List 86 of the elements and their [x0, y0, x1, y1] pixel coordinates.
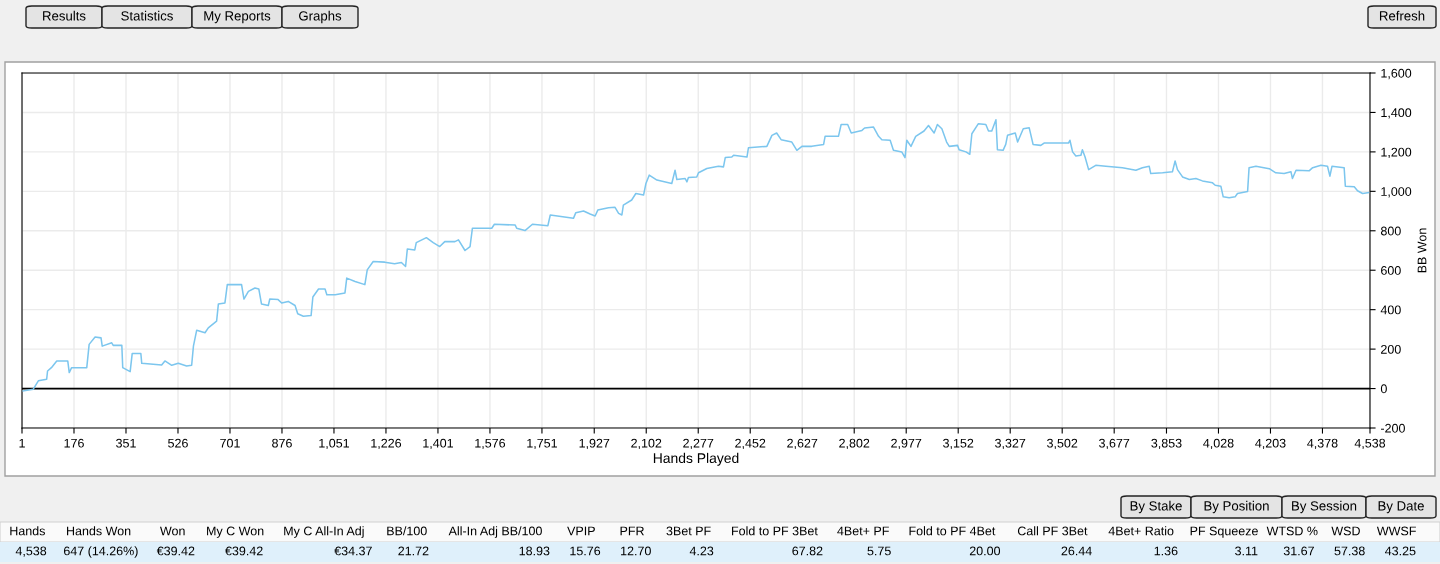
category-label: WSD [1331, 526, 1360, 536]
text: By Stake [1130, 500, 1182, 514]
x-axis-title: Hands Played [653, 452, 739, 466]
category-label: PFR [620, 526, 644, 536]
y-tick-label: 1,600 [1381, 68, 1412, 80]
y-tick-label: 1,400 [1381, 108, 1412, 119]
y-tick-label: 400 [1380, 305, 1401, 315]
category-label: 4Bet+ Ratio [1108, 526, 1174, 536]
y-tick-label: 0 [1380, 384, 1387, 394]
text: €39.42 [156, 546, 195, 556]
y-tick-label: 1,200 [1381, 147, 1412, 159]
text: Statistics [121, 10, 173, 21]
x-tick-label: 2,802 [839, 438, 870, 450]
x-tick-label: 2,977 [891, 438, 922, 450]
text: 1.36 [1154, 546, 1178, 556]
text: €39.42 [225, 546, 263, 556]
x-tick-label: 526 [168, 438, 188, 448]
x-tick-label: 2,452 [735, 438, 766, 450]
text: 647 (14.26%) [63, 546, 138, 558]
text: Refresh [1379, 10, 1425, 21]
category-label: All-In Adj BB/100 [448, 526, 542, 538]
text: My Reports [204, 11, 271, 24]
x-tick-label: 1,401 [423, 438, 453, 450]
category-label: BB/100 [387, 526, 427, 536]
text: 4.23 [689, 546, 714, 556]
category-label: 3Bet PF [666, 526, 711, 536]
text: 43.25 [1385, 546, 1416, 556]
category-label: Call PF 3Bet [1017, 526, 1088, 536]
x-tick-label: 2,277 [683, 438, 714, 450]
text: 21.72 [398, 546, 429, 556]
y-tick-label: -200 [1380, 423, 1405, 433]
x-tick-label: 4,028 [1203, 438, 1234, 450]
x-tick-label: 176 [64, 438, 84, 448]
y-axis-title: BB Won [1417, 228, 1427, 273]
text: 67.82 [792, 546, 823, 556]
text: 4,538 [15, 546, 47, 557]
text: 31.67 [1283, 546, 1314, 556]
x-tick-label: 3,152 [943, 438, 974, 450]
x-tick-label: 1 [19, 438, 25, 448]
category-label: My C Won [207, 526, 264, 538]
text: Graphs [299, 10, 342, 24]
category-label: My C All-In Adj [284, 526, 364, 538]
x-tick-label: 1,751 [527, 438, 557, 450]
x-tick-label: 351 [116, 438, 136, 448]
text: 26.44 [1061, 546, 1092, 556]
y-tick-label: 200 [1381, 344, 1401, 354]
y-tick-label: 1,000 [1381, 187, 1412, 198]
x-tick-label: 701 [220, 438, 240, 448]
text: By Session [1292, 500, 1357, 514]
x-tick-label: 3,327 [995, 438, 1026, 450]
text: By Position [1204, 500, 1269, 514]
x-tick-label: 4,203 [1255, 438, 1286, 450]
text: By Date [1378, 501, 1424, 514]
category-label: Fold to PF 4Bet [909, 526, 996, 536]
category-label: 4Bet+ PF [837, 526, 889, 536]
x-tick-label: 2,102 [631, 438, 662, 450]
category-label: Won [159, 526, 185, 536]
category-label: Hands Won [67, 526, 131, 536]
x-tick-label: 4,378 [1307, 438, 1338, 450]
text: 18.93 [519, 546, 550, 556]
category-label: WTSD % [1266, 526, 1318, 536]
x-tick-label: 1,576 [475, 438, 506, 450]
category-label: PF Squeeze [1190, 526, 1258, 538]
x-tick-label: 4,538 [1354, 438, 1386, 450]
x-tick-label: 1,051 [319, 438, 349, 450]
text: 15.76 [570, 546, 601, 556]
x-tick-label: 1,927 [579, 438, 610, 450]
x-tick-label: 1,226 [371, 438, 402, 450]
category-label: VPIP [567, 526, 595, 536]
x-tick-label: 3,502 [1047, 438, 1078, 450]
text: 20.00 [969, 546, 1001, 556]
category-label: Hands [10, 526, 45, 536]
x-tick-label: 3,677 [1099, 438, 1130, 450]
x-tick-label: 3,853 [1151, 438, 1182, 450]
category-label: WWSF [1376, 526, 1416, 536]
y-tick-label: 800 [1380, 226, 1401, 236]
text: 57.38 [1334, 546, 1365, 556]
x-tick-label: 876 [272, 438, 292, 448]
text: 12.70 [621, 546, 651, 556]
text: Results [43, 10, 86, 21]
x-tick-label: 2,627 [787, 438, 818, 450]
text: €34.37 [334, 546, 372, 556]
text: 3.11 [1235, 546, 1258, 556]
y-tick-label: 600 [1381, 266, 1401, 275]
category-label: Fold to PF 3Bet [732, 526, 818, 536]
text: 5.75 [867, 546, 891, 556]
